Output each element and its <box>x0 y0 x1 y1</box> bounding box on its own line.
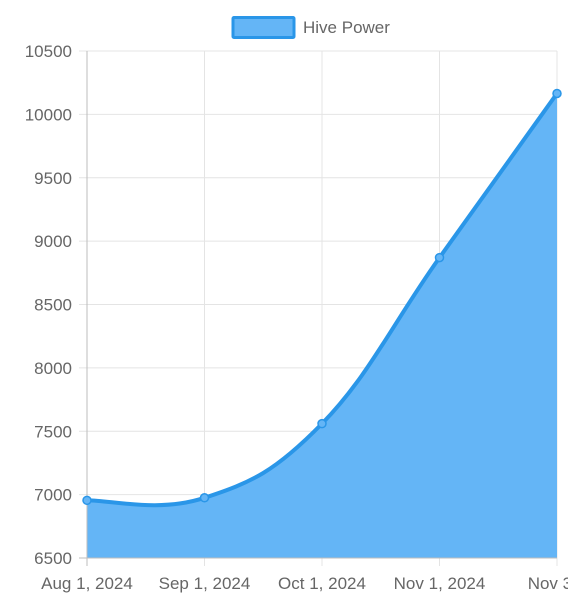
y-tick-label: 10000 <box>25 105 72 124</box>
y-tick-label: 6500 <box>34 549 72 568</box>
data-point[interactable] <box>552 88 562 99</box>
legend[interactable]: Hive Power <box>231 16 390 39</box>
data-points <box>82 88 562 506</box>
axes <box>79 51 557 566</box>
y-tick-label: 9500 <box>34 169 72 188</box>
data-point[interactable] <box>317 418 327 429</box>
hive-power-line <box>85 91 559 508</box>
x-tick-label: Nov 1, 2024 <box>394 574 486 593</box>
x-axis-tick-labels: Aug 1, 2024 Sep 1, 2024 Oct 1, 2024 Nov 1, … <box>41 574 568 593</box>
data-point[interactable] <box>434 252 445 263</box>
legend-swatch[interactable] <box>231 16 296 39</box>
y-tick-label: 8000 <box>34 359 72 378</box>
hive-power-area <box>87 93 557 559</box>
y-tick-label: 7000 <box>34 486 72 505</box>
data-point[interactable] <box>82 495 92 506</box>
legend-label[interactable]: Hive Power <box>303 18 390 37</box>
x-tick-label: Nov 30, <box>528 574 568 593</box>
series-line-layer <box>85 91 559 508</box>
y-tick-label: 9000 <box>34 232 72 251</box>
x-tick-label: Oct 1, 2024 <box>278 574 366 593</box>
data-point[interactable] <box>199 493 210 503</box>
y-tick-label: 7500 <box>34 422 72 441</box>
y-tick-label: 8500 <box>34 296 72 315</box>
y-tick-label: 10500 <box>25 42 72 61</box>
area-fill-layer <box>87 93 557 559</box>
y-axis-tick-labels: 10500 10000 9500 9000 8500 8000 7500 7000 6500 <box>25 42 72 568</box>
x-tick-label: Sep 1, 2024 <box>159 574 251 593</box>
x-tick-label: Aug 1, 2024 <box>41 574 133 593</box>
